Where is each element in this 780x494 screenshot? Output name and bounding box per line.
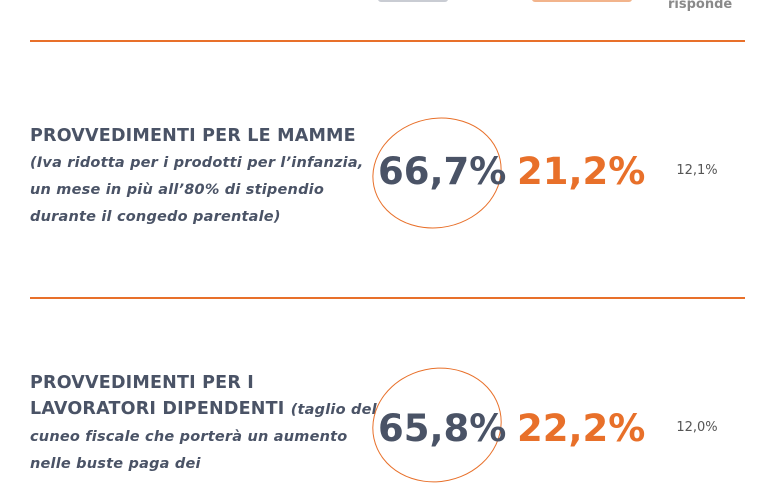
- divider-middle: [30, 297, 745, 299]
- row-1-favorable-value: 66,7%: [378, 150, 507, 193]
- row-1-description: (Iva ridotta per i prodotti per l’infanz…: [30, 155, 364, 225]
- row-2-title: PROVVEDIMENTI PER I LAVORATORI DIPENDENT…: [30, 370, 380, 477]
- row-2-description: (taglio del cuneo fiscale che porterà un…: [30, 402, 377, 472]
- row-1-title: PROVVEDIMENTI PER LE MAMME (Iva ridotta …: [30, 123, 380, 230]
- row-2-contrary-value: 22,2%: [517, 407, 646, 450]
- row-1-heading: PROVVEDIMENTI PER LE MAMME: [30, 126, 356, 146]
- row-2-heading: PROVVEDIMENTI PER I LAVORATORI DIPENDENT…: [30, 373, 285, 419]
- header-cut-gray: [378, 0, 448, 2]
- row-1-contrary-value: 21,2%: [517, 150, 646, 193]
- row-2-favorable-value: 65,8%: [378, 407, 507, 450]
- header-cut-orange: [532, 0, 632, 2]
- divider-top: [30, 40, 745, 42]
- row-2-no-answer-value: 12,0%: [676, 420, 718, 435]
- no-answer-header: risponde: [668, 0, 733, 12]
- row-1-no-answer-value: 12,1%: [676, 163, 718, 178]
